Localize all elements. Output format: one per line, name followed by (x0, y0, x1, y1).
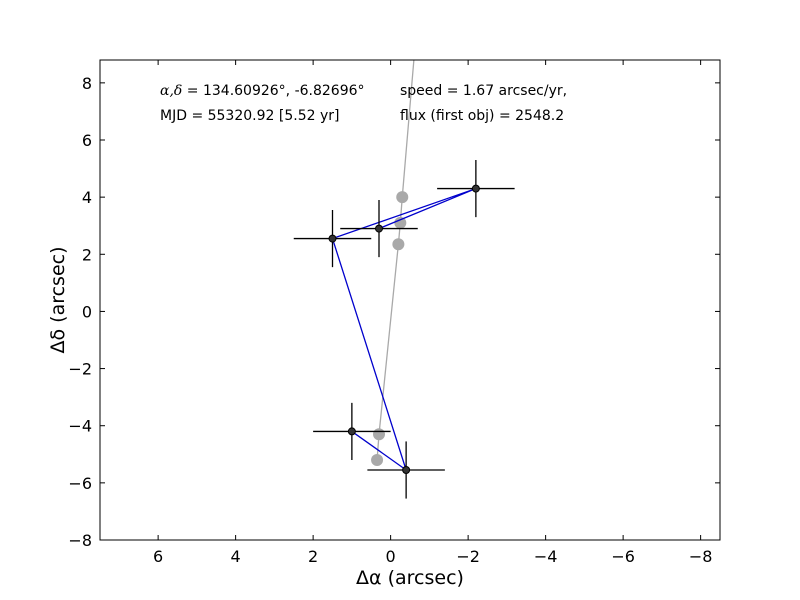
observation-point (471, 184, 480, 193)
observation-point (347, 427, 356, 436)
model-point (373, 428, 385, 441)
model-point (396, 191, 409, 204)
annotation-mjd: MJD = 55320.92 [5.52 yr] (160, 108, 339, 124)
x-tick-label: 2 (308, 547, 318, 566)
x-tick-label: −4 (534, 547, 558, 566)
x-tick-label: 4 (231, 547, 241, 566)
marks-layer (293, 59, 515, 499)
x-axis-title: Δα (arcsec) (356, 567, 464, 589)
ticks-layer: 6 4 2 0 −2 −4 −6 −8 8 6 4 2 0 −2 −4 −6 −8 (68, 60, 720, 566)
y-tick-label: −2 (68, 360, 92, 379)
observation-point (328, 234, 337, 243)
y-tick-label: −8 (68, 531, 92, 550)
y-axis-title: Δδ (arcsec) (47, 246, 69, 353)
y-tick-label: −6 (68, 474, 92, 493)
x-tick-label: 6 (153, 547, 163, 566)
plot-frame (99, 59, 721, 541)
y-tick-label: 0 (82, 302, 92, 321)
observation-point (375, 224, 383, 233)
x-tick-label: −6 (611, 547, 635, 566)
y-tick-label: 2 (82, 245, 92, 264)
plot-area (100, 60, 720, 540)
annotation-speed: speed = 1.67 arcsec/yr, (400, 83, 567, 99)
y-tick-label: −4 (68, 417, 92, 436)
x-tick-label: 0 (386, 547, 396, 566)
observation-point (402, 466, 411, 474)
annotation-coords: α,δ = 134.60926°, -6.82696° (160, 83, 365, 99)
y-tick-label: 4 (82, 188, 92, 207)
annotation-coord-values: = 134.60926°, -6.82696° (182, 83, 364, 99)
annotation-coord-symbols: α,δ (160, 83, 182, 99)
model-point (392, 238, 405, 251)
x-tick-label: −8 (689, 547, 713, 566)
x-tick-label: −2 (456, 547, 480, 566)
model-point (394, 216, 407, 229)
y-tick-label: 6 (82, 131, 92, 150)
annotation-flux: flux (first obj) = 2548.2 (400, 108, 564, 124)
model-point (371, 454, 384, 466)
y-tick-label: 8 (82, 74, 92, 93)
